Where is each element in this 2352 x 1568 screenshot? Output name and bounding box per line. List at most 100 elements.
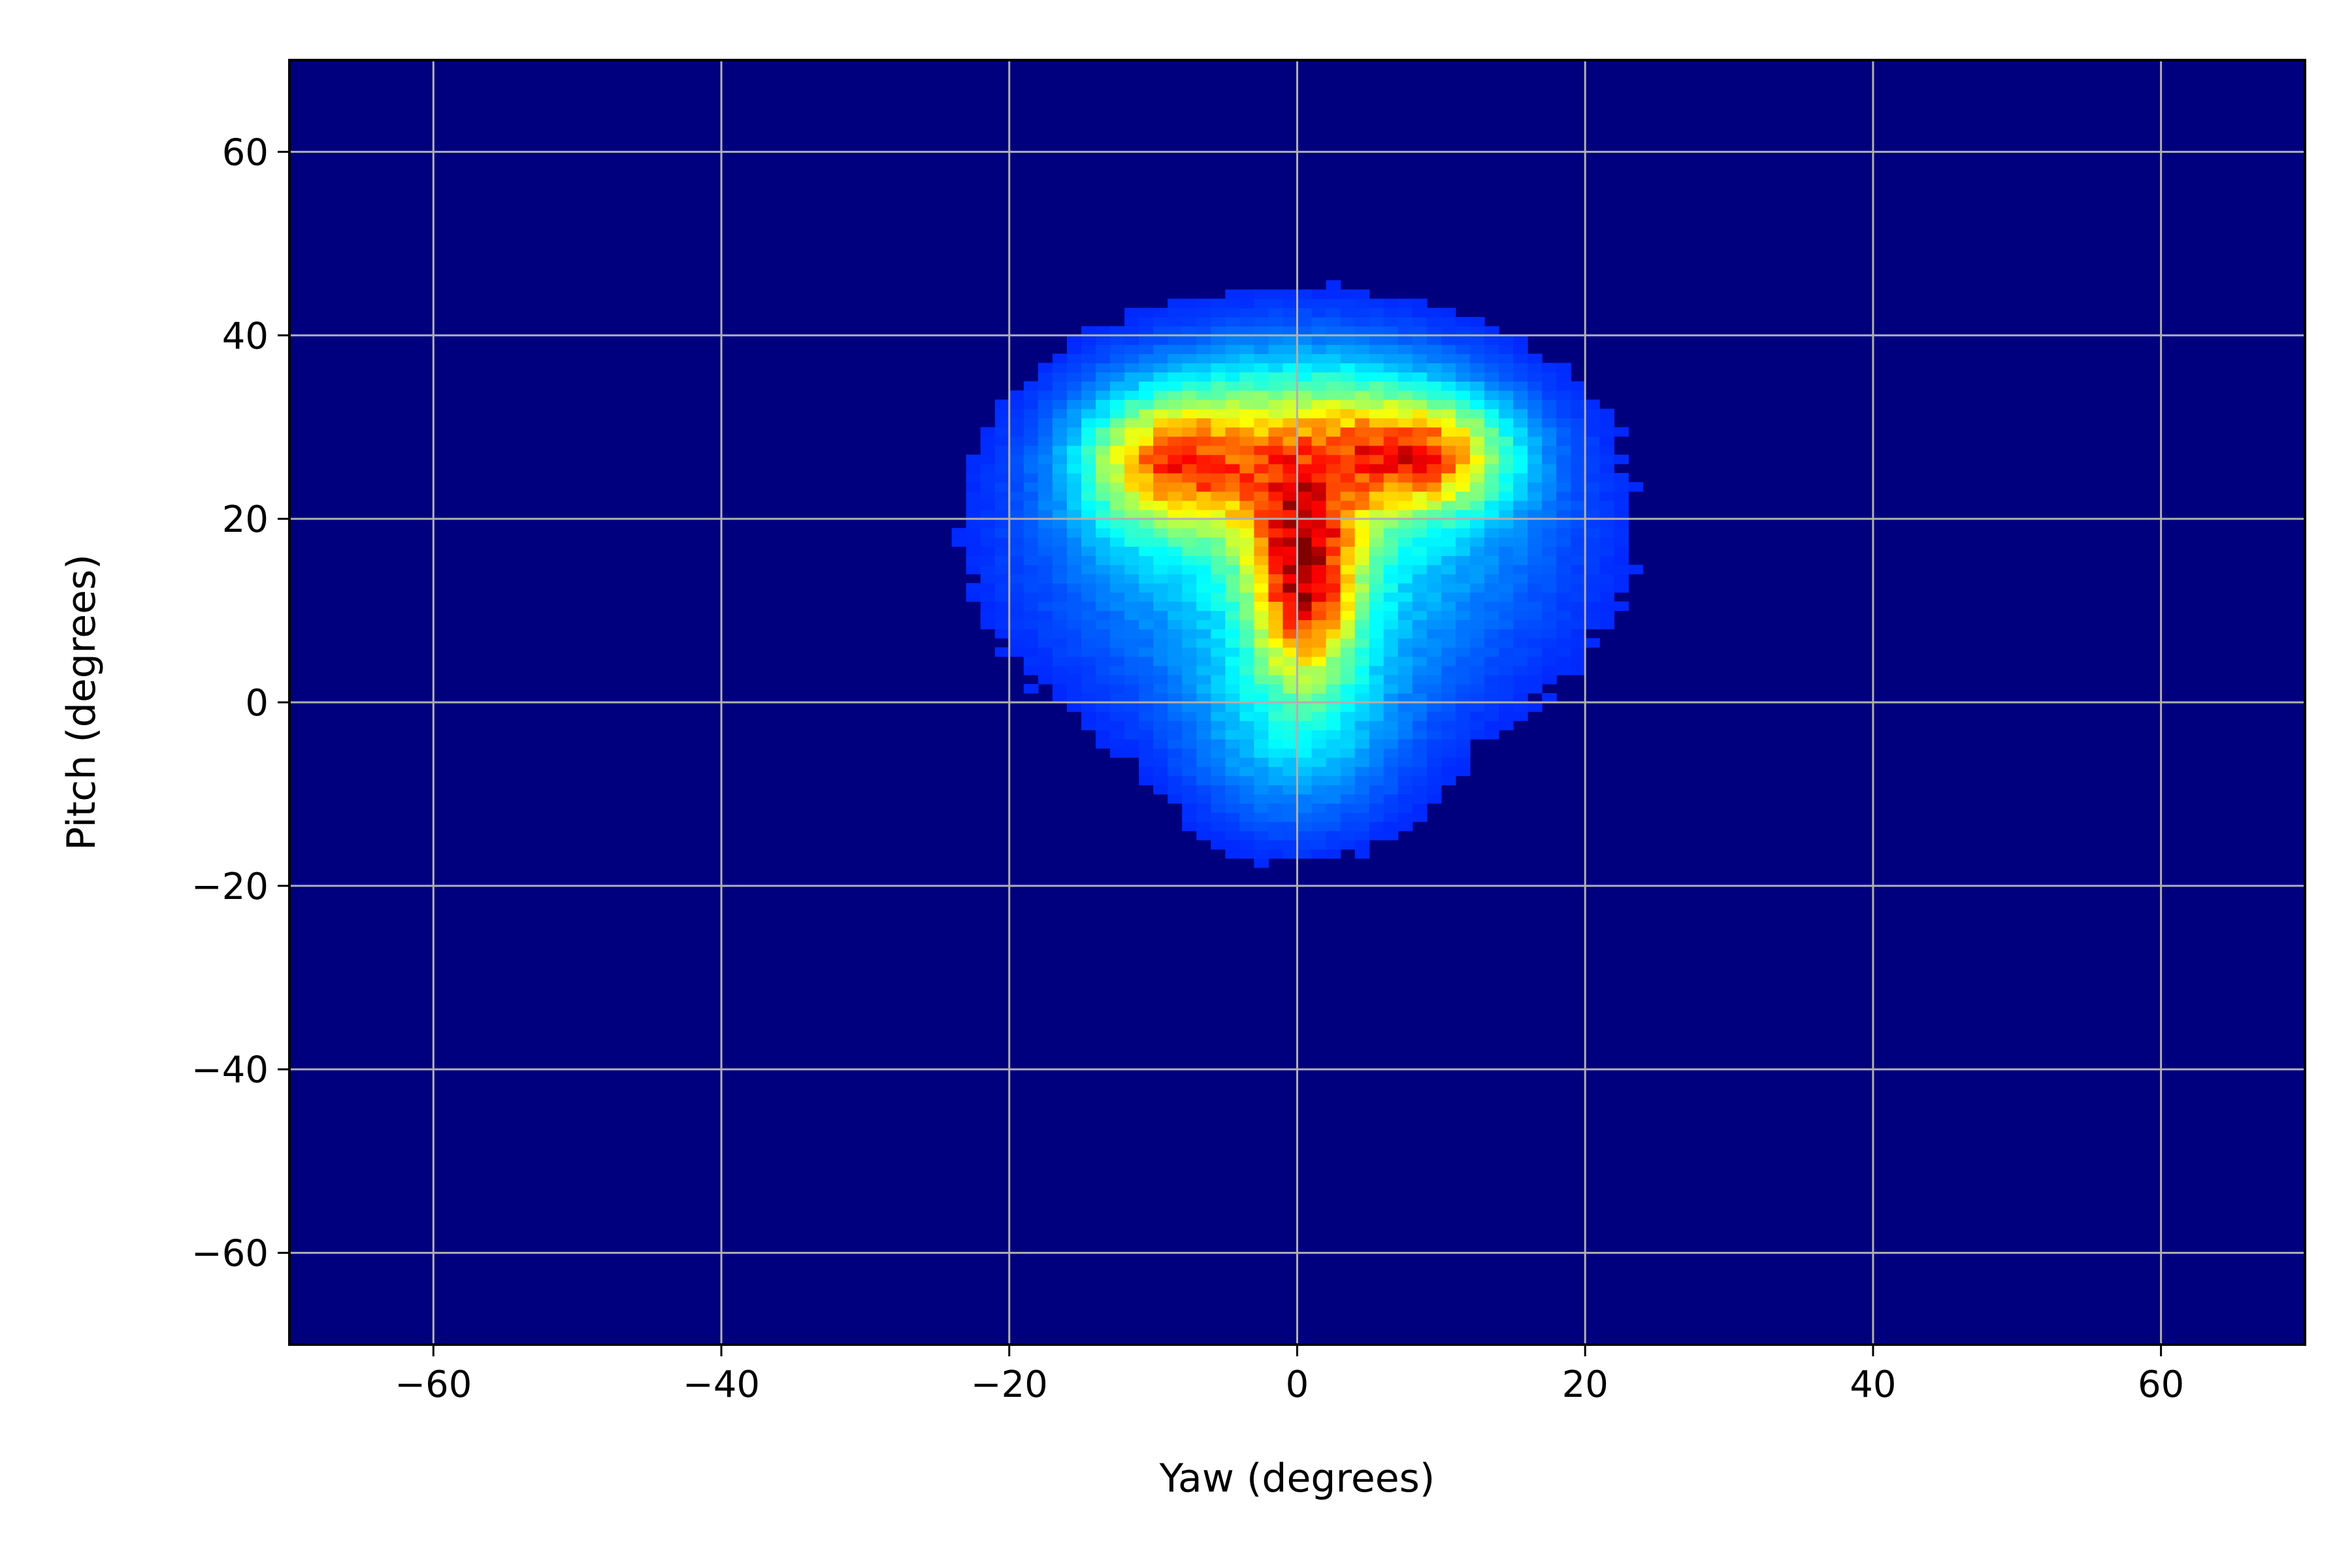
heatmap-cell [1153,445,1168,455]
heatmap-cell [1426,674,1442,685]
heatmap-cell [1110,363,1125,373]
heatmap-cell [1426,463,1442,474]
heatmap-cell [1124,610,1139,621]
heatmap-cell [1225,546,1240,556]
heatmap-cell [1052,674,1068,685]
heatmap-cell [1354,757,1370,767]
heatmap-cell [1354,363,1370,373]
heatmap-cell [1527,647,1543,657]
heatmap-cell [1527,583,1543,593]
heatmap-cell [1110,619,1125,630]
heatmap-cell [1225,629,1240,639]
heatmap-cell [1383,519,1399,529]
heatmap-cell [1239,574,1254,584]
heatmap-cell [1340,326,1356,336]
heatmap-cell [1182,510,1197,519]
heatmap-cell [1037,408,1053,419]
heatmap-cell [1397,546,1413,556]
heatmap-cell [1211,683,1226,694]
heatmap-cell [1268,619,1284,630]
heatmap-cell [1297,812,1313,823]
heatmap-cell [1311,445,1327,455]
heatmap-cell [1023,491,1039,501]
heatmap-cell [1225,683,1240,694]
heatmap-cell [1139,510,1154,519]
heatmap-cell [1052,454,1068,465]
heatmap-cell [1211,785,1226,795]
heatmap-cell [1455,510,1471,519]
heatmap-cell [1326,335,1341,345]
heatmap-cell [966,546,981,556]
heatmap-cell [1455,546,1471,556]
heatmap-cell [1469,702,1485,712]
heatmap-cell [1599,482,1614,492]
heatmap-cell [1455,454,1471,465]
heatmap-cell [1052,363,1068,373]
heatmap-cell [1139,766,1154,776]
heatmap-cell [1196,417,1211,428]
heatmap-cell [1211,363,1226,373]
heatmap-cell [1354,519,1370,529]
heatmap-cell [1397,583,1413,593]
heatmap-cell [1484,546,1499,556]
heatmap-cell [1023,574,1039,584]
heatmap-cell [1268,776,1284,785]
heatmap-cell [994,629,1010,639]
heatmap-cell [994,537,1010,547]
heatmap-cell [1397,399,1413,410]
heatmap-cell [1542,574,1557,584]
heatmap-cell [1397,803,1413,813]
heatmap-cell [1340,500,1356,510]
heatmap-cell [1153,344,1168,354]
heatmap-cell [1268,757,1284,767]
heatmap-cell [1527,702,1543,712]
heatmap-cell [1412,399,1428,410]
heatmap-cell [1168,445,1183,455]
heatmap-cell [1153,647,1168,657]
heatmap-cell [1009,528,1024,538]
heatmap-cell [1614,519,1629,529]
heatmap-cell [1354,583,1370,593]
heatmap-cell [1139,482,1154,492]
heatmap-cell [1354,592,1370,602]
heatmap-cell [1254,776,1269,785]
heatmap-cell [1139,537,1154,547]
heatmap-cell [1282,344,1298,354]
heatmap-cell [1311,592,1327,602]
heatmap-cell [1139,344,1154,354]
heatmap-cell [1369,610,1384,621]
heatmap-cell [1211,390,1226,400]
heatmap-cell [1369,601,1384,612]
heatmap-cell [1499,721,1514,730]
heatmap-cell [1469,683,1485,694]
heatmap-cell [1268,417,1284,428]
heatmap-cell [1499,417,1514,428]
heatmap-cell [1585,610,1600,621]
heatmap-cell [1052,472,1068,483]
heatmap-cell [1340,592,1356,602]
heatmap-cell [1441,390,1456,400]
heatmap-cell [1499,482,1514,492]
heatmap-cell [1599,436,1614,446]
heatmap-cell [1023,665,1039,676]
heatmap-cell [1168,436,1183,446]
heatmap-cell [1037,647,1053,657]
heatmap-cell [1426,353,1442,364]
heatmap-cell [1455,555,1471,565]
heatmap-cell [1124,500,1139,510]
heatmap-cell [1311,693,1327,703]
heatmap-cell [1369,656,1384,666]
heatmap-cell [1081,693,1096,703]
heatmap-cell [1254,335,1269,345]
heatmap-cell [1383,812,1399,823]
heatmap-cell [1542,656,1557,666]
heatmap-cell [1484,381,1499,391]
heatmap-cell [1124,472,1139,483]
heatmap-cell [1168,693,1183,703]
heatmap-cell [1326,830,1341,841]
heatmap-cell [1124,629,1139,639]
heatmap-cell [1571,381,1586,391]
heatmap-cell [1412,583,1428,593]
heatmap-cell [1168,510,1183,519]
heatmap-cell [1297,363,1313,373]
